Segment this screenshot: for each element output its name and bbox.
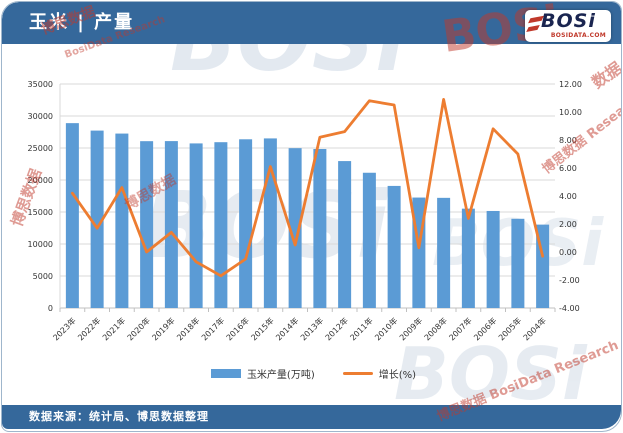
left-axis-ticks: 35000 30000 25000 20000 15000 10000 5000 0 bbox=[28, 80, 53, 313]
legend-growth-label: 增长(%) bbox=[378, 370, 417, 381]
svg-text:2021年: 2021年 bbox=[100, 315, 127, 342]
bar-2019年 bbox=[164, 141, 178, 308]
source-footer: 数据来源：统计局、博思数据整理 bbox=[2, 405, 621, 429]
production-growth-chart: 35000 30000 25000 20000 15000 10000 5000 0 12.00… bbox=[28, 80, 582, 342]
bar-2020年 bbox=[140, 141, 154, 308]
svg-text:30000: 30000 bbox=[28, 112, 53, 121]
svg-text:0: 0 bbox=[48, 304, 53, 313]
header-bar: 玉米 | 产量 bbox=[2, 2, 621, 44]
svg-text:2010年: 2010年 bbox=[372, 315, 399, 342]
svg-text:2017年: 2017年 bbox=[199, 315, 226, 342]
svg-text:2.00: 2.00 bbox=[559, 220, 577, 229]
logo-domain-text: BOSIDATA.COM bbox=[550, 32, 606, 39]
bar-2016年 bbox=[239, 139, 253, 308]
gridlines bbox=[59, 83, 556, 312]
svg-text:5000: 5000 bbox=[33, 272, 53, 281]
growth-line bbox=[70, 98, 545, 278]
svg-text:10000: 10000 bbox=[28, 240, 53, 249]
svg-text:2007年: 2007年 bbox=[447, 315, 474, 342]
production-bars bbox=[65, 123, 550, 309]
svg-text:10.00: 10.00 bbox=[559, 108, 582, 117]
bar-2006年 bbox=[486, 210, 500, 308]
svg-text:12.00: 12.00 bbox=[559, 80, 582, 89]
svg-text:2006年: 2006年 bbox=[471, 315, 498, 342]
right-axis-ticks: 12.00 10.00 8.00 6.00 4.00 2.00 0.00 -2.00 -4.00 bbox=[559, 80, 582, 313]
svg-text:2011年: 2011年 bbox=[348, 315, 375, 342]
svg-text:2014年: 2014年 bbox=[273, 315, 300, 342]
svg-text:35000: 35000 bbox=[28, 80, 53, 89]
bar-2021年 bbox=[115, 133, 129, 308]
bar-2012年 bbox=[338, 161, 352, 308]
svg-text:25000: 25000 bbox=[28, 144, 53, 153]
bar-2013年 bbox=[313, 148, 327, 308]
svg-text:6.00: 6.00 bbox=[559, 164, 577, 173]
svg-text:8.00: 8.00 bbox=[559, 136, 577, 145]
brand-logo: BOSi BOSIDATA.COM bbox=[525, 10, 611, 42]
svg-text:-2.00: -2.00 bbox=[559, 276, 580, 285]
svg-text:2004年: 2004年 bbox=[521, 315, 548, 342]
chart-region: 35000 30000 25000 20000 15000 10000 5000 0 12.00… bbox=[2, 44, 621, 406]
svg-text:0.00: 0.00 bbox=[559, 248, 577, 257]
logo-flag-icon bbox=[526, 25, 540, 32]
bar-2022年 bbox=[90, 130, 104, 308]
bar-2014年 bbox=[288, 148, 302, 308]
chart-legend: 玉米产量(万吨) 增长(%) bbox=[2, 366, 621, 381]
svg-text:2022年: 2022年 bbox=[75, 315, 102, 342]
legend-production-label: 玉米产量(万吨) bbox=[246, 370, 315, 381]
legend-bar-swatch-icon bbox=[210, 369, 241, 378]
svg-text:2020年: 2020年 bbox=[125, 315, 152, 342]
bar-2008年 bbox=[437, 197, 451, 308]
svg-text:2008年: 2008年 bbox=[422, 315, 449, 342]
svg-text:2023年: 2023年 bbox=[51, 315, 78, 342]
legend-item-growth: 增长(%) bbox=[342, 366, 417, 381]
bar-2018年 bbox=[189, 143, 203, 308]
svg-text:20000: 20000 bbox=[28, 176, 53, 185]
bar-2017年 bbox=[214, 142, 228, 308]
svg-text:2018年: 2018年 bbox=[174, 315, 201, 342]
svg-text:4.00: 4.00 bbox=[559, 192, 577, 201]
data-source-text: 数据来源：统计局、博思数据整理 bbox=[29, 410, 209, 423]
bar-2023年 bbox=[65, 123, 79, 309]
svg-text:2009年: 2009年 bbox=[397, 315, 424, 342]
logo-brand-text: BOSi bbox=[541, 10, 596, 32]
svg-text:2012年: 2012年 bbox=[323, 315, 350, 342]
bar-2007年 bbox=[461, 208, 475, 308]
page-title: 玉米 | 产量 bbox=[29, 12, 135, 33]
svg-text:2016年: 2016年 bbox=[224, 315, 251, 342]
svg-text:15000: 15000 bbox=[28, 208, 53, 217]
legend-line-swatch-icon bbox=[342, 372, 373, 375]
svg-text:2019年: 2019年 bbox=[150, 315, 177, 342]
svg-text:-4.00: -4.00 bbox=[559, 304, 580, 313]
svg-text:2005年: 2005年 bbox=[496, 315, 523, 342]
svg-text:2015年: 2015年 bbox=[249, 315, 276, 342]
bar-2005年 bbox=[511, 218, 525, 308]
svg-text:2013年: 2013年 bbox=[298, 315, 325, 342]
legend-item-production: 玉米产量(万吨) bbox=[210, 366, 315, 381]
bar-2015年 bbox=[263, 138, 277, 308]
x-axis-labels: 2023年2022年2021年2020年2019年2018年2017年2016年… bbox=[51, 315, 548, 342]
bar-2011年 bbox=[362, 172, 376, 308]
bar-2010年 bbox=[387, 185, 401, 308]
